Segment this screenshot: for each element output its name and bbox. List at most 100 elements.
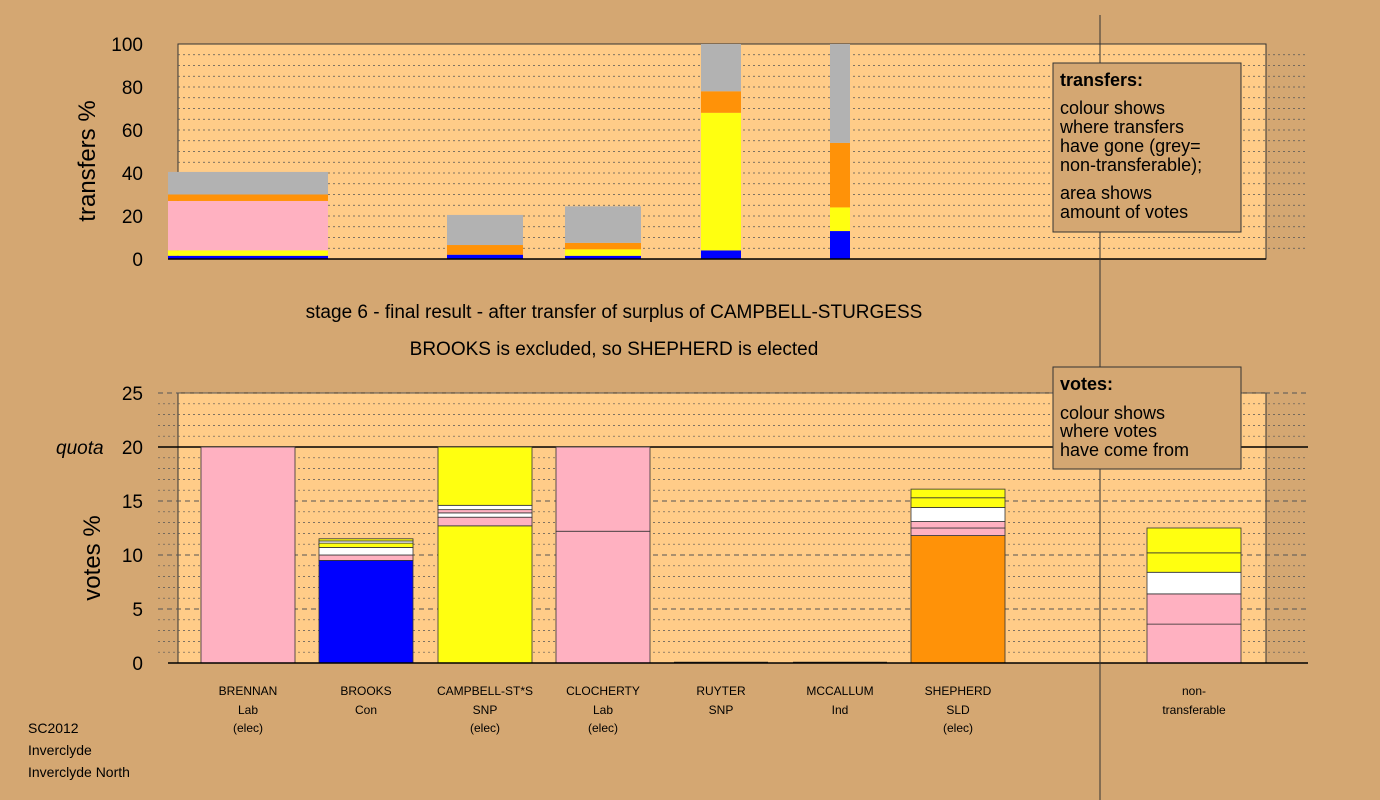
transfer-segment xyxy=(565,249,641,256)
transfers-legend-line: area shows xyxy=(1060,183,1152,203)
category-name: non- xyxy=(1182,684,1206,698)
category-party: SNP xyxy=(709,703,734,717)
vote-segment xyxy=(1146,623,1242,664)
vote-segment xyxy=(200,446,296,664)
vote-segment xyxy=(437,509,533,514)
vote-segment xyxy=(318,560,414,664)
footer-line-1: SC2012 xyxy=(28,720,79,736)
votes-y-ticks: 0 5 10 15 20 25 xyxy=(122,384,143,675)
transfers-bars xyxy=(168,44,850,259)
vote-segment xyxy=(555,530,651,664)
vote-segment xyxy=(318,542,414,548)
vote-segment xyxy=(437,525,533,664)
vote-segment xyxy=(910,488,1006,499)
category-status: (elec) xyxy=(588,721,618,735)
vote-segment xyxy=(910,535,1006,664)
votes-bars xyxy=(200,446,1242,664)
transfers-y-label: transfers % xyxy=(74,100,101,221)
vote-segment xyxy=(555,446,651,532)
transfer-segment xyxy=(168,255,328,259)
transfer-segment xyxy=(830,207,850,232)
vote-segment xyxy=(437,446,533,506)
chart-title: stage 6 - final result - after transfer … xyxy=(306,302,923,323)
category-name: RUYTER xyxy=(696,684,746,698)
vote-segment xyxy=(910,497,1006,508)
votes-y-tick-label: 10 xyxy=(122,546,143,567)
transfers-y-tick-label: 0 xyxy=(132,250,143,271)
footer-line-2: Inverclyde xyxy=(28,742,92,758)
quota-label: quota xyxy=(56,438,104,459)
votes-y-tick-label: 20 xyxy=(122,438,143,459)
vote-segment xyxy=(318,547,414,556)
category-party: Ind xyxy=(832,703,849,717)
transfer-segment xyxy=(447,245,523,255)
transfers-y-tick-label: 80 xyxy=(122,78,143,99)
transfers-y-tick-label: 40 xyxy=(122,164,143,185)
footer: SC2012 Inverclyde Inverclyde North xyxy=(28,720,130,780)
category-name: CAMPBELL-ST*S xyxy=(437,684,533,698)
transfer-segment xyxy=(701,91,741,113)
vote-segment xyxy=(910,507,1006,522)
transfer-segment xyxy=(701,112,741,251)
transfer-segment xyxy=(168,171,328,195)
votes-y-tick-label: 5 xyxy=(132,600,143,621)
votes-legend-line: have come from xyxy=(1060,440,1189,460)
votes-category-labels: BRENNAN Lab (elec) BROOKS Con CAMPBELL-ST*S SN… xyxy=(219,684,1226,735)
transfer-segment xyxy=(565,255,641,259)
vote-segment xyxy=(318,538,414,542)
vote-segment xyxy=(910,521,1006,529)
vote-segment xyxy=(1146,593,1242,625)
category-status: (elec) xyxy=(233,721,263,735)
transfers-legend-title: transfers: xyxy=(1060,70,1143,90)
footer-line-3: Inverclyde North xyxy=(28,764,130,780)
vote-segment xyxy=(1146,527,1242,554)
transfers-legend-line: non-transferable); xyxy=(1060,155,1202,175)
transfers-y-tick-label: 60 xyxy=(122,121,143,142)
vote-segment xyxy=(1146,571,1242,595)
transfers-y-tick-label: 100 xyxy=(111,35,143,56)
transfer-segment xyxy=(830,44,850,143)
category-name: BRENNAN xyxy=(219,684,278,698)
transfers-legend-line: colour shows xyxy=(1060,98,1165,118)
transfers-legend-line: where transfers xyxy=(1059,117,1184,137)
votes-legend-title: votes: xyxy=(1060,374,1113,394)
transfer-segment xyxy=(168,200,328,251)
votes-y-tick-label: 0 xyxy=(132,654,143,675)
transfers-legend-line: amount of votes xyxy=(1060,202,1188,222)
category-status: (elec) xyxy=(470,721,500,735)
category-party: transferable xyxy=(1162,703,1226,717)
transfers-y-tick-label: 20 xyxy=(122,207,143,228)
votes-legend-line: where votes xyxy=(1059,421,1157,441)
chart-subtitle: BROOKS is excluded, so SHEPHERD is elect… xyxy=(410,339,819,360)
vote-segment xyxy=(437,512,533,518)
category-party: Lab xyxy=(593,703,613,717)
transfers-legend-line: have gone (grey= xyxy=(1060,136,1201,156)
category-name: MCCALLUM xyxy=(806,684,873,698)
votes-y-tick-label: 15 xyxy=(122,492,143,513)
transfer-segment xyxy=(168,194,328,201)
vote-segment xyxy=(910,527,1006,536)
transfers-y-ticks: 0 20 40 60 80 100 xyxy=(111,35,143,271)
transfer-segment xyxy=(830,142,850,208)
transfers-legend-box xyxy=(1052,62,1242,233)
transfer-segment xyxy=(565,242,641,250)
transfer-segment xyxy=(447,214,523,246)
transfer-segment xyxy=(447,254,523,259)
vote-segment xyxy=(1146,552,1242,573)
votes-legend-box xyxy=(1052,366,1242,470)
category-name: CLOCHERTY xyxy=(566,684,640,698)
transfer-segment xyxy=(168,250,328,256)
vote-segment xyxy=(437,504,533,511)
category-party: Con xyxy=(355,703,377,717)
transfer-segment xyxy=(565,206,641,243)
vote-segment xyxy=(318,554,414,561)
category-party: SNP xyxy=(473,703,498,717)
category-party: SLD xyxy=(946,703,970,717)
votes-legend-line: colour shows xyxy=(1060,403,1165,423)
transfer-segment xyxy=(701,44,741,92)
